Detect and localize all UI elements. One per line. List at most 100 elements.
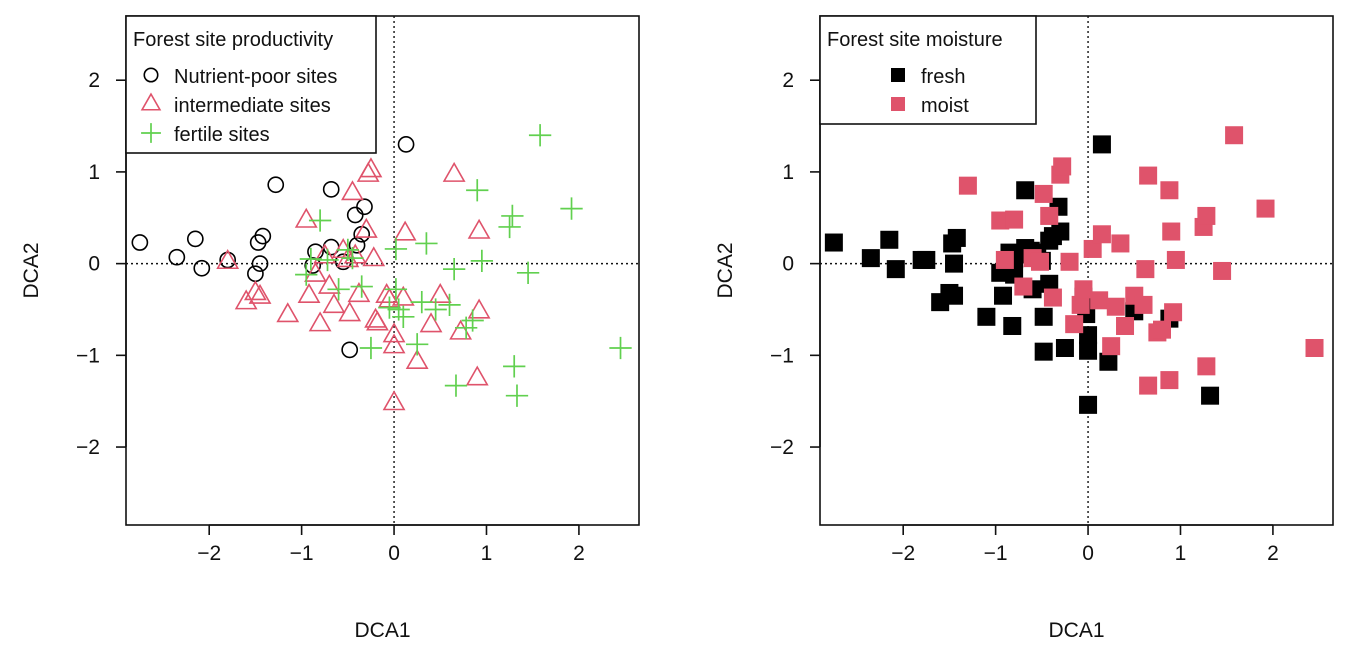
data-point-intermediate-sites	[467, 218, 491, 239]
x-tick-label: 1	[1175, 542, 1187, 565]
x-tick-label: −1	[984, 542, 1008, 565]
data-point-moist	[1053, 157, 1072, 176]
data-point-moist	[1030, 252, 1049, 271]
data-point-intermediate-sites	[428, 282, 452, 303]
data-point-fertile-sites	[327, 278, 350, 301]
data-point-fresh	[945, 254, 964, 273]
data-point-fresh	[1003, 316, 1022, 335]
data-point-fertile-sites	[528, 124, 552, 147]
data-point-moist	[1256, 199, 1275, 218]
data-point-nutrient-poor-sites	[254, 227, 272, 245]
data-point-moist	[1014, 277, 1033, 296]
data-point-intermediate-sites	[449, 319, 473, 340]
data-point-intermediate-sites	[364, 307, 387, 328]
legend-marker	[891, 68, 905, 82]
data-point-fresh	[945, 286, 964, 305]
data-point-nutrient-poor-sites	[247, 265, 264, 283]
data-point-intermediate-sites	[294, 207, 318, 228]
data-point-intermediate-sites	[347, 282, 371, 303]
y-tick-label: 0	[782, 253, 794, 276]
legend-title: Forest site moisture	[827, 29, 1003, 51]
data-point-fertile-sites	[503, 355, 526, 378]
data-point-fresh	[947, 228, 966, 247]
productivity-panel: −2 −1 0 1 2 DCA1 −2 −1 0 1 2 DCA2 Forest site produc…	[20, 15, 640, 642]
data-point-moist	[1071, 295, 1090, 314]
data-point-moist	[1225, 126, 1244, 145]
x-tick-label: −2	[891, 542, 915, 565]
data-point-intermediate-sites	[216, 249, 240, 270]
data-point-moist	[1197, 206, 1216, 225]
data-point-fertile-sites	[308, 209, 332, 232]
data-point-fresh	[994, 286, 1013, 305]
data-point-nutrient-poor-sites	[397, 136, 415, 153]
data-point-fertile-sites	[560, 197, 583, 220]
data-point-moist	[1213, 261, 1232, 280]
data-point-intermediate-sites	[382, 390, 406, 411]
data-point-moist	[1136, 260, 1155, 279]
data-point-moist	[1116, 316, 1135, 335]
legend-box	[125, 15, 377, 154]
data-point-moist	[991, 211, 1010, 230]
data-point-fresh	[880, 230, 899, 249]
y-tick-label: 1	[782, 161, 794, 184]
x-tick-label: 2	[573, 542, 585, 565]
data-points	[131, 124, 632, 411]
data-point-intermediate-sites	[391, 285, 415, 306]
data-point-fertile-sites	[461, 309, 484, 332]
data-point-intermediate-sites	[248, 283, 272, 304]
data-point-moist	[1083, 239, 1102, 258]
data-point-intermediate-sites	[341, 180, 364, 201]
data-point-moist	[1305, 338, 1324, 357]
data-point-fresh	[1034, 307, 1053, 326]
moisture-panel: −2 −1 0 1 2 DCA1 −2 −1 0 1 2 DCA2 Forest site moistu…	[694, 0, 1357, 649]
x-tick-label: −1	[290, 542, 314, 565]
data-point-intermediate-sites	[365, 310, 389, 331]
data-point-fertile-sites	[516, 261, 540, 284]
data-point-fresh	[861, 249, 880, 268]
data-point-fertile-sites	[410, 290, 433, 314]
data-point-moist	[1160, 181, 1179, 200]
data-point-fertile-sites	[406, 333, 429, 356]
data-point-fertile-sites	[438, 293, 461, 317]
data-point-moist	[1111, 234, 1130, 253]
productivity-scatter-plot: −2 −1 0 1 2 DCA1 −2 −1 0 1 2 DCA2 Forest site produc…	[20, 15, 640, 642]
legend: Forest site productivity Nutrient-poor si…	[125, 15, 377, 154]
y-tick-label: −2	[770, 436, 794, 459]
data-point-moist	[995, 250, 1014, 269]
data-point-fertile-sites	[299, 247, 323, 271]
data-points	[824, 126, 1324, 414]
x-tick-label: −2	[197, 542, 221, 565]
y-axis-label: DCA2	[20, 242, 43, 298]
y-tick-label: 0	[88, 253, 100, 276]
x-tick-label: 0	[388, 542, 400, 565]
x-tick-label: 2	[1267, 542, 1279, 565]
x-tick-label: 0	[1082, 542, 1094, 565]
data-point-nutrient-poor-sites	[251, 255, 269, 272]
data-point-fresh	[917, 250, 936, 269]
data-point-fertile-sites	[384, 237, 408, 261]
data-point-intermediate-sites	[297, 282, 321, 303]
data-point-nutrient-poor-sites	[322, 180, 340, 198]
data-point-intermediate-sites	[419, 312, 443, 333]
data-point-intermediate-sites	[308, 311, 332, 332]
data-point-fertile-sites	[444, 374, 468, 397]
data-point-moist	[958, 176, 977, 195]
legend-marker	[140, 92, 162, 111]
data-point-fresh	[977, 307, 996, 326]
data-point-moist	[1060, 252, 1079, 271]
data-point-intermediate-sites	[338, 301, 362, 322]
data-point-intermediate-sites	[442, 161, 466, 182]
data-point-fresh	[1055, 338, 1074, 357]
data-point-fertile-sites	[384, 278, 408, 301]
legend-marker	[143, 67, 159, 83]
data-point-intermediate-sites	[465, 365, 489, 386]
data-point-fresh	[1016, 181, 1035, 200]
data-point-fertile-sites	[415, 232, 438, 255]
data-point-moist	[1065, 315, 1084, 334]
legend-marker	[141, 123, 161, 143]
data-point-moist	[1043, 288, 1062, 307]
data-point-moist	[1074, 280, 1093, 299]
legend-entry-label: moist	[921, 95, 969, 117]
data-point-moist	[1005, 210, 1024, 229]
data-point-moist	[1040, 206, 1059, 225]
